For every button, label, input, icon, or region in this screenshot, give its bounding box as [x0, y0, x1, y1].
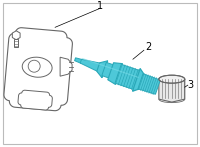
Polygon shape	[97, 61, 108, 78]
Polygon shape	[18, 90, 52, 110]
Polygon shape	[60, 57, 72, 76]
Polygon shape	[138, 74, 160, 94]
Polygon shape	[115, 64, 140, 90]
Polygon shape	[102, 62, 114, 78]
Polygon shape	[159, 76, 185, 102]
Text: 3: 3	[188, 80, 194, 90]
Polygon shape	[132, 69, 144, 91]
Polygon shape	[75, 58, 82, 63]
Ellipse shape	[159, 75, 185, 83]
Text: 2: 2	[145, 42, 151, 52]
Polygon shape	[80, 59, 101, 72]
Polygon shape	[108, 63, 122, 84]
Polygon shape	[14, 39, 18, 47]
Ellipse shape	[22, 57, 52, 77]
Text: 1: 1	[97, 1, 103, 11]
Ellipse shape	[28, 60, 40, 72]
Polygon shape	[12, 31, 20, 40]
Polygon shape	[4, 28, 72, 111]
